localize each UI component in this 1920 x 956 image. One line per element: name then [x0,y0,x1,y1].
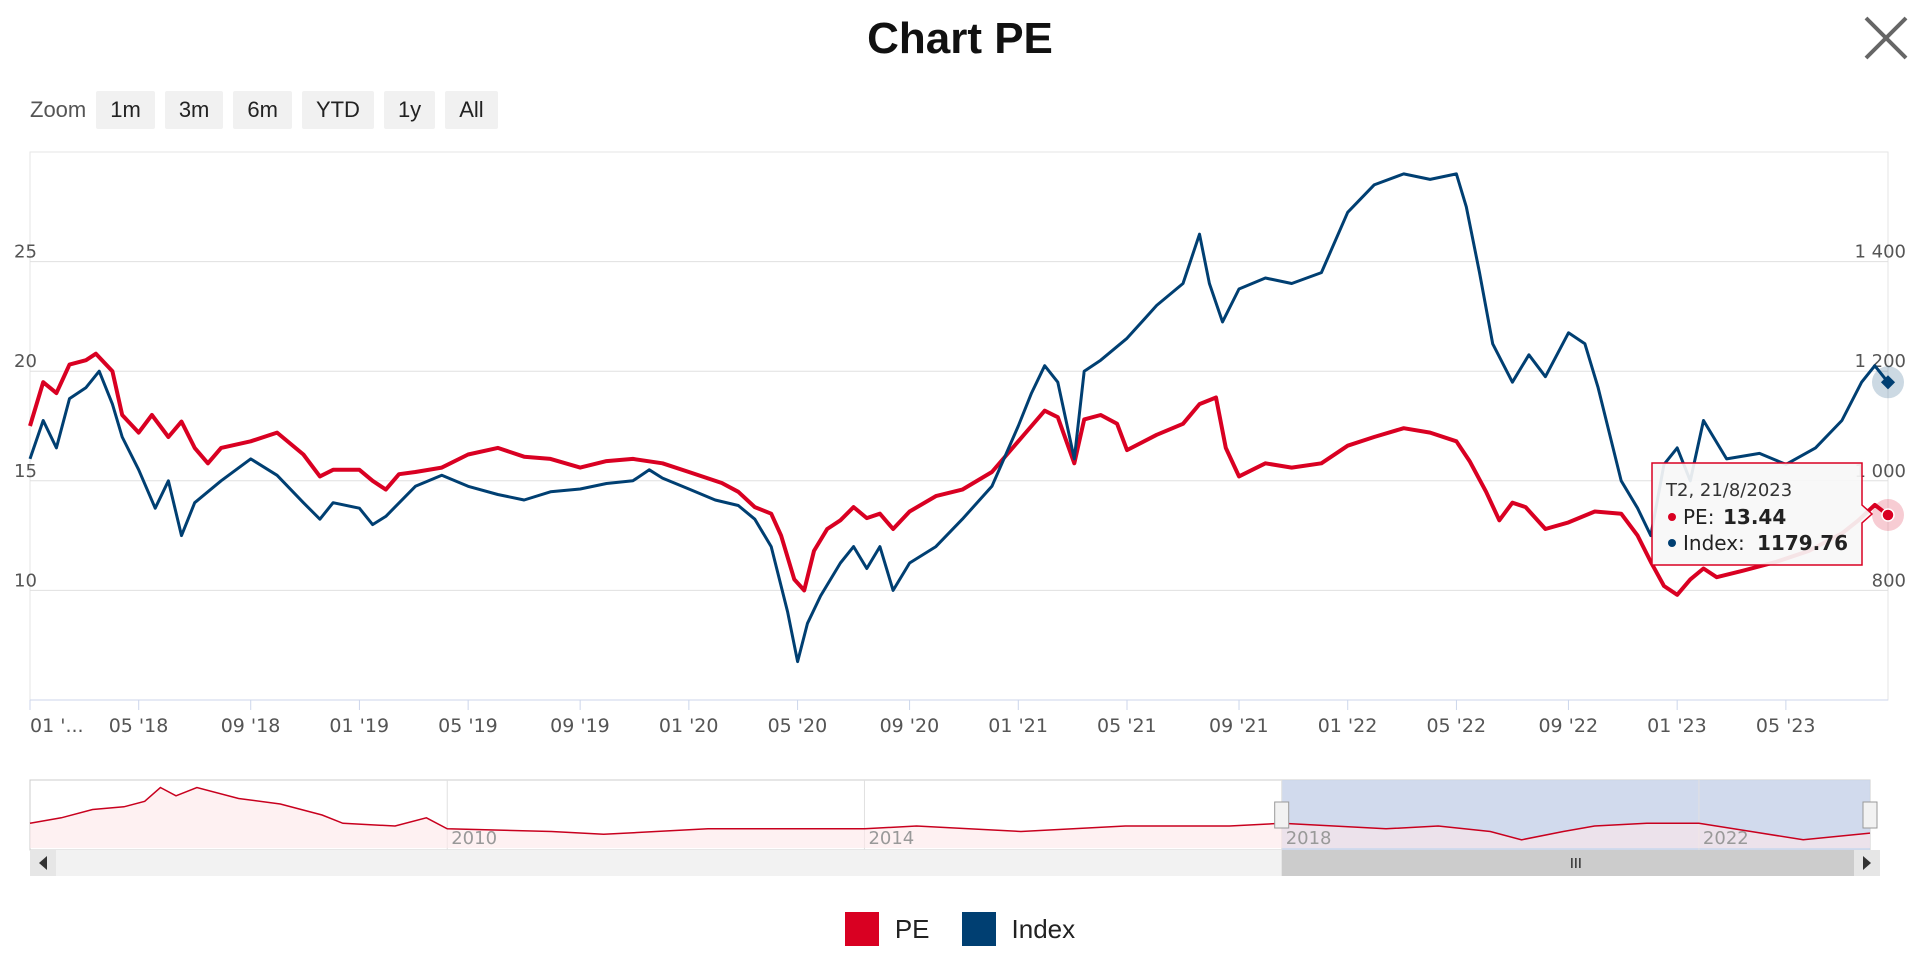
x-tick-label: 05 '19 [438,715,498,737]
x-axis: 01 '... 05 '18 09 '18 01 '19 05 '19 09 '19 01 … [29,699,1888,737]
y-right-tick-label: 800 [1872,570,1906,591]
legend-label-pe: PE [894,913,930,944]
x-tick-label: 09 '20 [880,715,940,737]
y-left-tick-label: 20 [14,351,37,372]
hover-markers [1872,366,1904,531]
navigator-year-label: 2010 [451,828,497,849]
zoom-ytd-button[interactable]: YTD [301,91,374,129]
tooltip-index-dot [1668,539,1676,547]
x-tick-label: 05 '18 [109,715,169,737]
tooltip-index-value: 1179.76 [1757,531,1848,555]
legend-item-index[interactable]: Index [961,912,1076,946]
tooltip-pe-value: 13.44 [1723,505,1786,529]
navigator-year-label: 2018 [1286,828,1332,849]
y-right-tick-label: 1 400 [1854,242,1906,263]
navigator: 2010 2014 2018 2022 [29,779,1878,851]
zoom-all-button[interactable]: All [445,91,498,129]
zoom-1m-button[interactable]: 1m [96,91,155,129]
scrollbar-thumb[interactable] [1281,850,1872,876]
legend-item-pe[interactable]: PE [844,912,930,946]
tooltip-index-label: Index: [1683,531,1745,555]
navigator-year-label: 2022 [1703,828,1749,849]
x-tick-label: 01 '23 [1647,715,1707,737]
tooltip: T2, 21/8/2023 PE: 13.44 Index: 1179.76 [1651,462,1874,566]
x-tick-label: 01 '... [30,715,84,737]
navigator-area [30,787,1870,848]
scrollbar[interactable] [30,850,1880,876]
tooltip-pe-dot [1668,513,1676,521]
x-tick-label: 09 '18 [221,715,281,737]
legend-swatch-pe [844,912,879,946]
zoom-bar: Zoom 1m 3m 6m YTD 1y All [30,90,508,130]
navigator-right-handle[interactable] [1862,801,1878,829]
index-hover-marker [1880,375,1896,390]
y-axis-left: 10 15 20 25 [14,242,37,592]
x-tick-label: 01 '21 [988,715,1048,737]
y-right-tick-label: 1 200 [1854,351,1906,372]
scroll-right-arrow-icon [1863,856,1871,870]
legend: PE Index [0,912,1920,946]
zoom-3m-button[interactable]: 3m [164,91,224,129]
pe-hover-marker [1881,508,1895,522]
y-axis-right: 800 1 000 1 200 1 400 [1854,242,1906,592]
legend-label-index: Index [1011,913,1076,944]
x-tick-label: 09 '19 [550,715,610,737]
x-tick-label: 05 '22 [1426,715,1486,737]
navigator-year-label: 2014 [868,828,914,849]
index-series-line [28,172,1890,664]
x-tick-label: 05 '21 [1097,715,1157,737]
x-tick-label: 01 '19 [329,715,389,737]
x-tick-label: 05 '23 [1756,715,1816,737]
plot-frame [29,151,1889,701]
scroll-left-arrow-icon [39,856,47,870]
y-right-tick-label: 1 000 [1854,461,1906,482]
tooltip-date: T2, 21/8/2023 [1665,480,1792,501]
y-left-tick-label: 15 [14,461,37,482]
zoom-label: Zoom [30,97,87,122]
x-tick-label: 09 '22 [1538,715,1598,737]
page-title: Chart PE [867,14,1053,63]
pe-index-chart[interactable]: 10 15 20 25 800 1 000 1 200 1 400 01 '... 05 '1… [0,0,1920,900]
x-tick-label: 09 '21 [1209,715,1269,737]
navigator-left-handle[interactable] [1274,801,1290,829]
legend-swatch-index [961,912,996,946]
navigator-labels: 2010 2014 2018 2022 [451,828,1749,849]
x-tick-label: 05 '20 [768,715,828,737]
x-tick-label: 01 '22 [1318,715,1378,737]
tooltip-pe-label: PE: [1683,505,1714,529]
scrollbar-grip-icon [1571,858,1581,868]
navigator-line [29,786,1871,841]
tooltip-box [1651,462,1874,566]
pe-series-line [28,351,1890,597]
x-tick-label: 01 '20 [659,715,719,737]
close-icon[interactable] [1862,14,1910,62]
y-left-tick-label: 10 [14,570,37,591]
y-left-tick-label: 25 [14,242,37,263]
chart-grid [29,151,1889,701]
zoom-6m-button[interactable]: 6m [233,91,292,129]
zoom-1y-button[interactable]: 1y [383,91,436,129]
